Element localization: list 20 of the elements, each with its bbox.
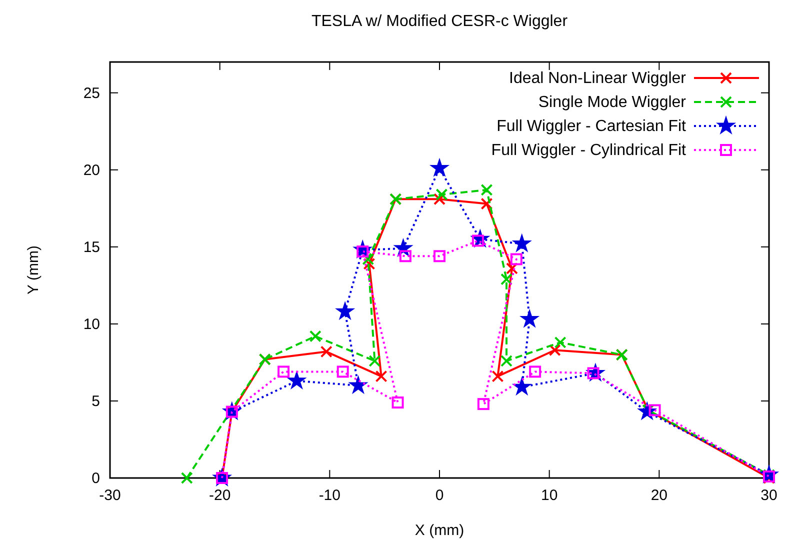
x-tick-label: 30 <box>760 487 778 504</box>
y-axis-title: Y (mm) <box>25 246 42 294</box>
y-tick-label: 10 <box>83 316 100 333</box>
x-tick-label: -10 <box>318 487 341 504</box>
y-tick-label: 0 <box>92 470 100 487</box>
x-tick-label: 0 <box>435 487 444 504</box>
legend-label: Full Wiggler - Cylindrical Fit <box>491 142 687 159</box>
y-tick-label: 5 <box>92 392 100 410</box>
x-tick-label: 10 <box>540 487 558 504</box>
x-axis-title: X (mm) <box>414 522 464 539</box>
y-tick-label: 20 <box>83 162 100 179</box>
x-tick-label: -20 <box>208 487 231 504</box>
y-tick-label: 25 <box>83 84 100 102</box>
x-tick-label: 20 <box>650 487 668 504</box>
legend-label: Full Wiggler - Cartesian Fit <box>496 118 687 135</box>
x-tick-label: -30 <box>99 487 121 504</box>
y-tick-label: 15 <box>83 238 100 256</box>
legend-label: Single Mode Wiggler <box>538 94 687 111</box>
legend-label: Ideal Non-Linear Wiggler <box>509 70 687 87</box>
chart-title: TESLA w/ Modified CESR-c Wiggler <box>311 13 568 30</box>
